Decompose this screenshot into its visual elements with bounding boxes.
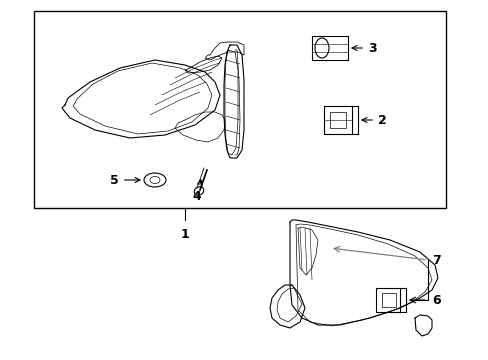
Bar — [329, 112, 346, 128]
Text: 4: 4 — [192, 180, 202, 203]
Bar — [34, 11, 445, 208]
Bar — [381, 293, 395, 307]
Bar — [324, 106, 351, 134]
Text: 1: 1 — [180, 228, 189, 241]
Text: 3: 3 — [351, 41, 376, 54]
Text: 6: 6 — [431, 293, 440, 306]
Text: 2: 2 — [361, 113, 386, 126]
Bar — [375, 288, 399, 312]
Bar — [311, 36, 347, 60]
Text: 7: 7 — [431, 253, 440, 266]
Text: 5: 5 — [110, 174, 140, 186]
